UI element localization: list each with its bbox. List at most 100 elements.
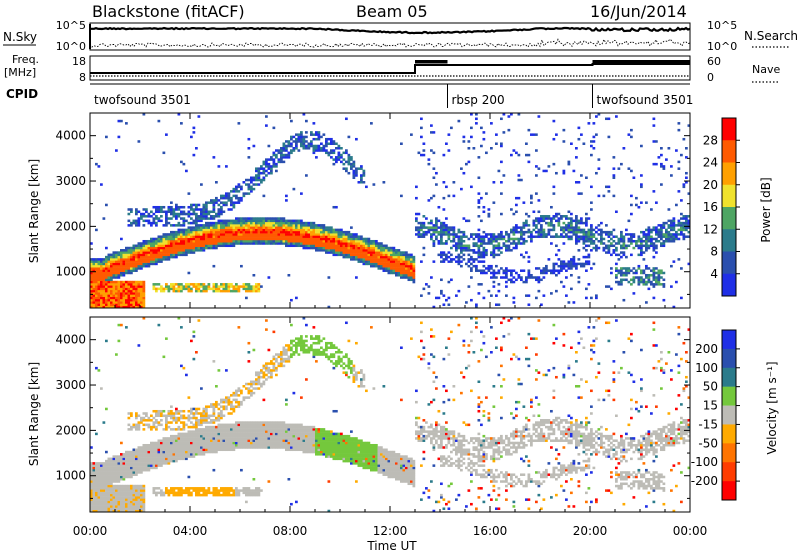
power-cell — [100, 296, 103, 300]
power-cell — [90, 262, 93, 266]
power-cell — [627, 239, 631, 243]
power-cell — [457, 119, 461, 123]
power-cell — [647, 239, 651, 243]
power-cell — [527, 235, 531, 238]
power-cell — [95, 273, 98, 277]
velocity-cell — [140, 507, 143, 510]
power-cell — [247, 233, 251, 236]
power-cell — [182, 249, 186, 252]
power-cell — [275, 233, 278, 236]
power-cell — [247, 283, 251, 286]
power-cell — [405, 253, 408, 257]
power-cell — [485, 271, 488, 275]
power-cell — [512, 296, 516, 300]
power-cell — [610, 253, 613, 257]
power-cell — [457, 255, 461, 259]
power-cell — [270, 169, 273, 173]
velocity-cell — [140, 500, 143, 504]
power-cell — [437, 239, 441, 243]
velocity-cell — [127, 484, 131, 488]
power-cell — [352, 237, 356, 241]
power-cell — [340, 230, 343, 234]
power-cell — [395, 260, 398, 263]
power-cell — [295, 296, 298, 300]
power-cell — [510, 208, 513, 211]
power-cell — [602, 230, 606, 234]
power-cell — [257, 169, 261, 173]
velocity-cell — [157, 491, 161, 495]
power-cell — [350, 226, 353, 229]
power-cell — [230, 208, 233, 211]
velocity-cell — [125, 493, 128, 497]
power-cell — [520, 276, 523, 279]
power-cell — [405, 276, 408, 279]
velocity-cell — [130, 471, 133, 474]
power-cell — [227, 233, 231, 236]
power-cell — [452, 244, 456, 248]
power-cell — [572, 219, 576, 223]
power-cell — [452, 181, 456, 184]
power-cell — [185, 242, 188, 245]
power-cell — [165, 244, 168, 248]
power-cell — [207, 221, 211, 225]
power-cell — [107, 255, 111, 259]
power-cell — [140, 251, 143, 254]
power-cell — [667, 235, 671, 238]
velocity-cell — [170, 448, 173, 452]
power-cell — [560, 228, 563, 232]
power-cell — [350, 235, 353, 238]
power-cell — [270, 158, 273, 161]
power-cell — [242, 237, 246, 241]
power-cell — [297, 149, 301, 152]
power-cell — [447, 194, 451, 198]
power-cell — [250, 287, 253, 291]
power-cell — [120, 271, 123, 275]
power-cell — [275, 219, 278, 223]
power-cell — [390, 262, 393, 266]
power-cell — [182, 251, 186, 254]
power-cell — [125, 260, 128, 263]
power-cell — [215, 242, 218, 245]
power-cell — [450, 253, 453, 257]
power-cell — [122, 264, 126, 268]
y-tick-label: 1000 — [55, 265, 86, 279]
power-cell — [175, 212, 178, 216]
power-cell — [190, 249, 193, 252]
power-cell — [122, 287, 126, 291]
power-cell — [405, 260, 408, 263]
power-cell — [107, 303, 111, 306]
power-cell — [487, 215, 491, 218]
power-cell — [562, 140, 566, 143]
power-cell — [202, 233, 206, 236]
power-cell — [540, 217, 543, 220]
power-cell — [527, 255, 531, 259]
power-cell — [110, 296, 113, 300]
power-cell — [115, 301, 118, 304]
power-cell — [235, 226, 238, 229]
power-cell — [345, 244, 348, 248]
power-cell — [640, 174, 643, 177]
power-cell — [507, 239, 511, 243]
velocity-cell — [152, 459, 156, 463]
power-cell — [162, 244, 166, 248]
velocity-cell — [182, 423, 186, 427]
power-cell — [320, 228, 323, 232]
power-cell — [390, 260, 393, 263]
power-cell — [110, 301, 113, 304]
power-cell — [452, 239, 456, 243]
power-cell — [245, 228, 248, 232]
power-cell — [500, 237, 503, 241]
power-cell — [445, 239, 448, 243]
power-cell — [437, 296, 441, 300]
power-cell — [247, 235, 251, 238]
velocity-cell — [110, 457, 113, 461]
power-cell — [632, 276, 636, 279]
power-cell — [267, 230, 271, 234]
velocity-cell — [187, 443, 191, 447]
power-cell — [337, 237, 341, 241]
power-cell — [382, 258, 386, 261]
power-cell — [382, 269, 386, 272]
power-cell — [287, 151, 291, 155]
velocity-cell — [130, 505, 133, 508]
power-cell — [317, 246, 321, 250]
